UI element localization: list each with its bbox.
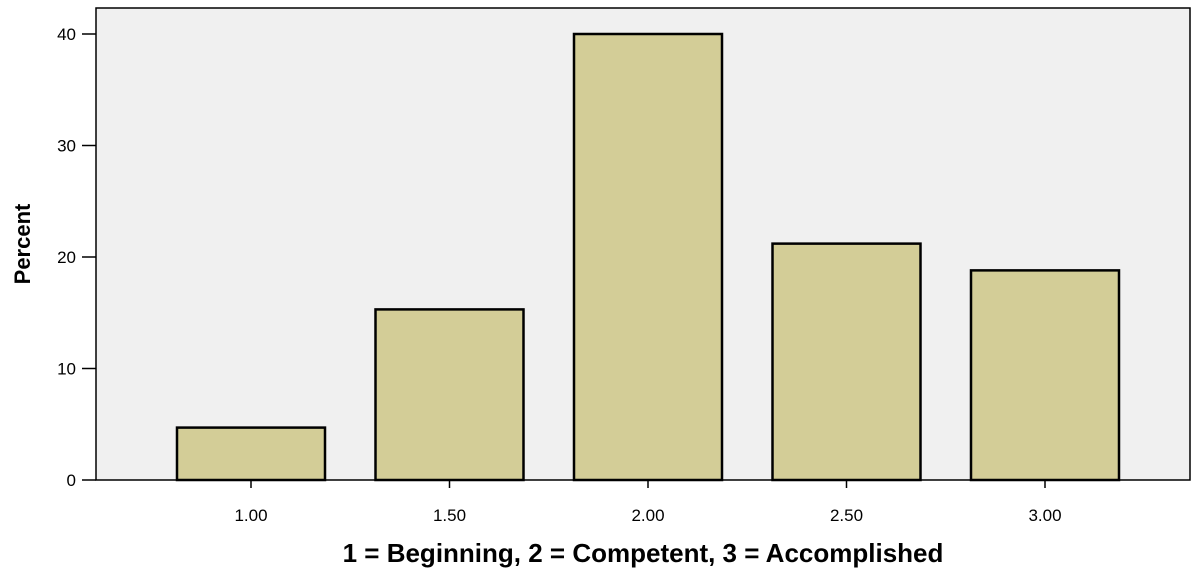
x-axis-label: 1 = Beginning, 2 = Competent, 3 = Accomp… <box>343 538 944 568</box>
y-axis-label: Percent <box>10 203 35 284</box>
bar <box>771 242 922 482</box>
bar <box>175 426 327 482</box>
x-tick-label: 2.00 <box>631 506 664 525</box>
bar <box>572 32 724 482</box>
y-tick-label: 0 <box>67 471 76 490</box>
y-axis-ticks: 0 10 20 30 40 <box>57 25 96 490</box>
x-axis-ticks: 1.00 1.50 2.00 2.50 3.00 <box>234 480 1062 525</box>
bars-group <box>175 32 1121 482</box>
bar <box>374 308 525 482</box>
y-tick-label: 30 <box>57 137 76 156</box>
bar <box>969 269 1121 482</box>
x-tick-label: 3.00 <box>1028 506 1061 525</box>
x-tick-label: 1.50 <box>433 506 466 525</box>
x-tick-label: 2.50 <box>830 506 863 525</box>
y-tick-label: 20 <box>57 248 76 267</box>
y-tick-label: 10 <box>57 360 76 379</box>
x-tick-label: 1.00 <box>234 506 267 525</box>
y-tick-label: 40 <box>57 25 76 44</box>
